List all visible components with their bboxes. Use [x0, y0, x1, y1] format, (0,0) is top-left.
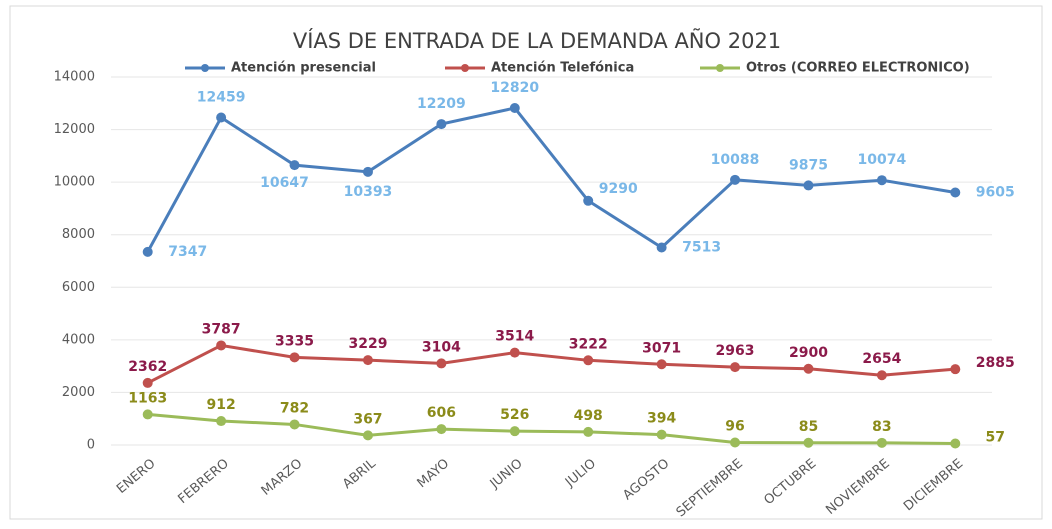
data-label: 9875 [789, 157, 828, 173]
data-label: 57 [986, 430, 1005, 446]
data-point [436, 119, 447, 130]
data-label: 3222 [569, 336, 608, 352]
data-label: 2362 [128, 359, 167, 375]
data-point [803, 363, 814, 374]
data-point [289, 352, 300, 363]
data-label: 12209 [417, 96, 466, 112]
data-point [289, 419, 300, 430]
data-label: 3787 [202, 321, 241, 337]
y-tick-label: 14000 [54, 70, 95, 85]
series-line [147, 343, 956, 385]
data-point [436, 424, 447, 435]
data-label: 912 [207, 397, 236, 413]
data-label: 3514 [495, 329, 534, 345]
data-point [950, 364, 961, 375]
data-label: 2885 [976, 355, 1015, 371]
y-tick-label: 8000 [62, 227, 95, 242]
data-label: 7513 [682, 240, 721, 256]
data-point [142, 246, 153, 257]
data-label: 3335 [275, 333, 314, 349]
data-point [583, 355, 594, 366]
data-point [362, 430, 373, 441]
legend-marker [716, 64, 724, 72]
y-tick-label: 10000 [54, 175, 95, 190]
y-tick-label: 0 [87, 438, 95, 453]
data-label: 2963 [716, 343, 755, 359]
data-point [509, 103, 520, 114]
data-label: 3071 [642, 340, 681, 356]
data-point [950, 187, 961, 198]
series-line [146, 106, 956, 253]
legend-marker [201, 64, 209, 72]
data-label: 3229 [348, 336, 387, 352]
legend-marker [461, 64, 469, 72]
data-point [950, 438, 961, 449]
data-point [656, 429, 667, 440]
data-label: 2900 [789, 345, 828, 361]
series-line [147, 412, 956, 446]
data-label: 10088 [711, 152, 760, 168]
data-point [730, 174, 741, 185]
data-point [803, 437, 814, 448]
data-label: 498 [574, 408, 603, 424]
data-point [583, 195, 594, 206]
data-point [730, 362, 741, 373]
legend-label: Otros (CORREO ELECTRONICO) [746, 61, 970, 76]
data-label: 83 [872, 419, 891, 435]
data-point [142, 377, 153, 388]
data-label: 10074 [858, 152, 907, 168]
data-label: 12820 [490, 80, 539, 96]
data-point [142, 409, 153, 420]
data-point [289, 160, 300, 171]
data-point [362, 166, 373, 177]
data-label: 10647 [260, 175, 309, 191]
data-label: 96 [725, 418, 744, 434]
data-point [656, 242, 667, 253]
chart-title: VÍAS DE ENTRADA DE LA DEMANDA AÑO 2021 [293, 27, 781, 53]
y-tick-label: 2000 [62, 385, 95, 400]
data-point [362, 355, 373, 366]
legend-label: Atención Telefónica [491, 61, 634, 76]
data-point [436, 358, 447, 369]
data-label: 526 [500, 407, 529, 423]
data-point [509, 347, 520, 358]
chart-border [9, 5, 1043, 520]
y-tick-label: 6000 [62, 280, 95, 295]
data-label: 394 [647, 411, 676, 427]
data-label: 3104 [422, 339, 461, 355]
data-point [876, 370, 887, 381]
data-label: 9290 [599, 181, 638, 197]
data-label: 85 [799, 419, 818, 435]
data-point [803, 180, 814, 191]
data-label: 12459 [197, 90, 246, 106]
data-point [509, 426, 520, 437]
legend-label: Atención presencial [231, 61, 376, 76]
data-point [876, 175, 887, 186]
data-label: 7347 [168, 244, 207, 260]
data-point [730, 437, 741, 448]
y-tick-label: 4000 [62, 332, 95, 347]
data-label: 606 [427, 405, 456, 421]
data-point [876, 437, 887, 448]
data-label: 2654 [862, 351, 901, 367]
data-label: 10393 [344, 184, 393, 200]
data-point [656, 359, 667, 370]
data-point [216, 416, 227, 427]
data-label: 782 [280, 400, 309, 416]
data-point [216, 340, 227, 351]
data-point [583, 426, 594, 437]
data-point [216, 112, 227, 123]
data-label: 9605 [976, 185, 1015, 201]
data-label: 1163 [128, 390, 167, 406]
data-label: 367 [353, 411, 382, 427]
y-tick-label: 12000 [54, 122, 95, 137]
